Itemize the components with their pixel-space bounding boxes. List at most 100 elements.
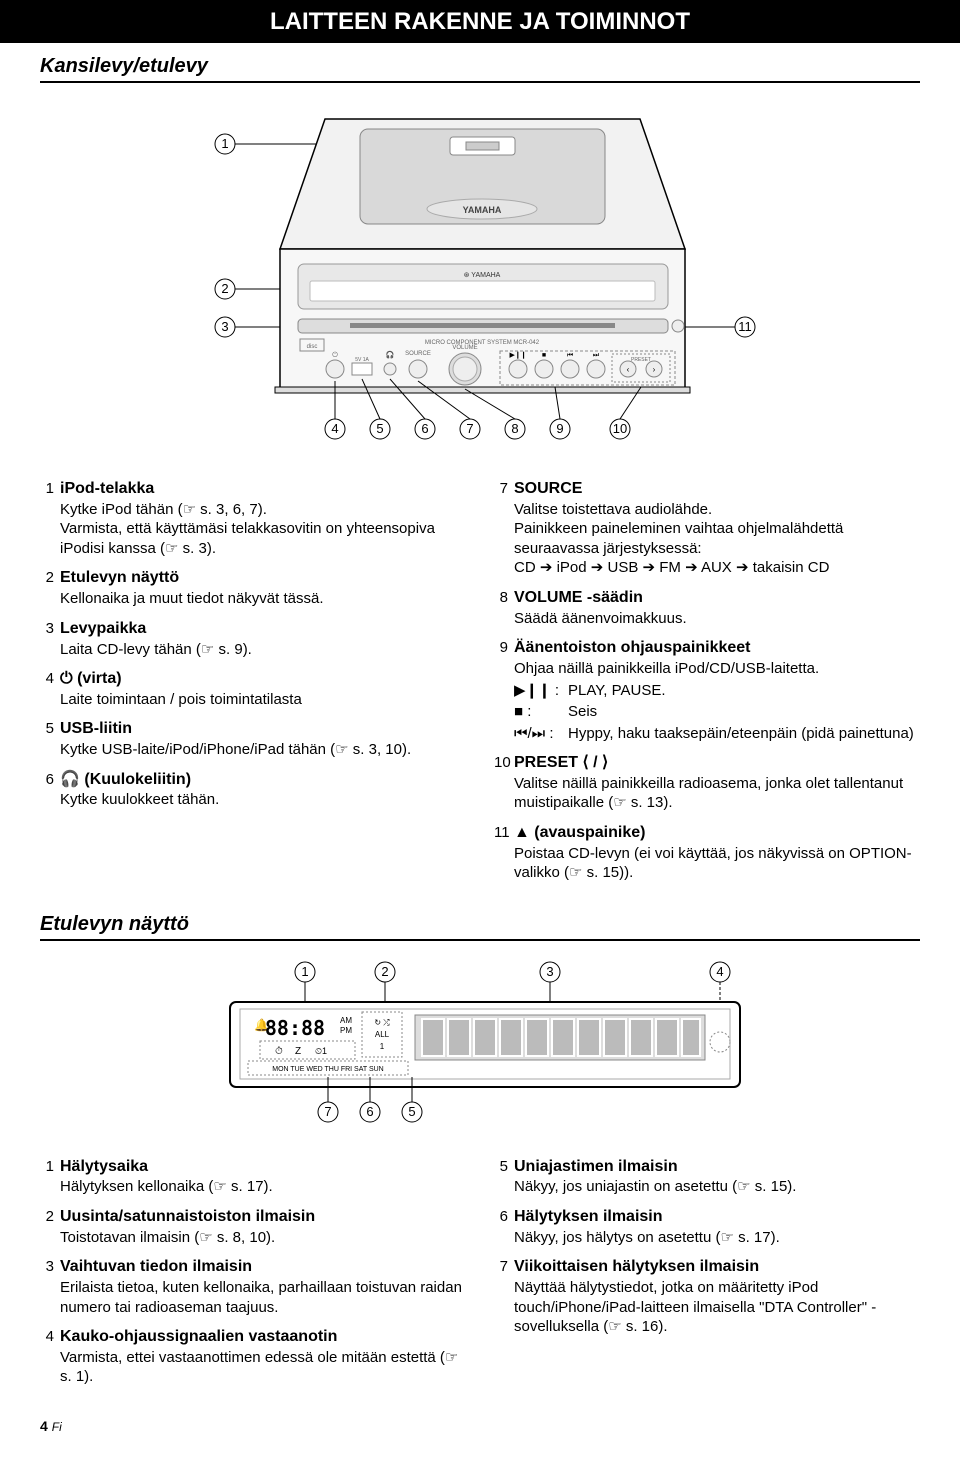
symbol-label: ▶❙❙ : <box>514 681 562 701</box>
preset-label: PRESET <box>631 357 651 363</box>
svg-text:Z: Z <box>295 1046 301 1057</box>
svg-text:⏭: ⏭ <box>593 352 600 359</box>
clock-digits: 88:88 <box>265 1016 325 1040</box>
list-item: 8VOLUME -säädinSäädä äänenvoimakkuus. <box>494 588 920 628</box>
disp-callout-7: 7 <box>324 1104 331 1119</box>
days-text: MON TUE WED THU FRI SAT SUN <box>272 1066 384 1073</box>
callout-1: 1 <box>221 136 228 151</box>
item-number: 9 <box>494 638 508 658</box>
svg-text:⏮: ⏮ <box>567 352 573 359</box>
item-body: Näkyy, jos hälytys on asetettu (☞ s. 17)… <box>514 1228 920 1248</box>
item-body: Erilaista tietoa, kuten kellonaika, parh… <box>60 1278 466 1317</box>
item-title: ▲ (avauspainike) <box>514 823 645 844</box>
list-item: 3LevypaikkaLaita CD-levy tähän (☞ s. 9). <box>40 619 466 659</box>
svg-text:⏲1: ⏲1 <box>315 1046 327 1056</box>
item-title: Hälytyksen ilmaisin <box>514 1207 663 1228</box>
svg-text:1: 1 <box>380 1042 385 1051</box>
item-number: 3 <box>40 1257 54 1277</box>
list-item: 2Uusinta/satunnaistoiston ilmaisinToisto… <box>40 1207 466 1247</box>
list-item: 2 Etulevyn näyttöKellonaika ja muut tiedo… <box>40 568 466 608</box>
callout-3: 3 <box>221 319 228 334</box>
item-number: 7 <box>494 1257 508 1277</box>
item-body: Kellonaika ja muut tiedot näkyvät tässä. <box>60 589 466 609</box>
item-title: Etulevyn näyttö <box>60 568 179 589</box>
item-number: 4 <box>40 1327 54 1347</box>
item-number: 3 <box>40 619 54 639</box>
item-title: Levypaikka <box>60 619 146 640</box>
callout-8: 8 <box>511 421 518 436</box>
top-panel-item-list: 1 iPod-telakkaKytke iPod tähän (☞ s. 3, 6… <box>40 479 920 892</box>
item-number: 5 <box>494 1157 508 1177</box>
item-title: Uusinta/satunnaistoiston ilmaisin <box>60 1207 315 1228</box>
page-footer: 4 Fi <box>40 1417 920 1436</box>
svg-text:‹: ‹ <box>627 365 630 374</box>
item-title: Viikoittaisen hälytyksen ilmaisin <box>514 1257 759 1278</box>
item-number: 1 <box>40 1157 54 1177</box>
volume-label: VOLUME <box>452 345 477 351</box>
item-title: VOLUME -säädin <box>514 588 643 609</box>
disp-callout-3: 3 <box>546 964 553 979</box>
item-number: 6 <box>494 1207 508 1227</box>
section-display-heading: Etulevyn näyttö <box>40 911 920 941</box>
item-number: 5 <box>40 719 54 739</box>
page-body: Kansilevy/etulevy 1 2 3 11 <box>0 53 960 1455</box>
item-title: PRESET ⟨ / ⟩ <box>514 753 608 774</box>
svg-text:▶❙❙: ▶❙❙ <box>509 351 526 359</box>
list-item: 6 Hälytyksen ilmaisinNäkyy, jos hälytys o… <box>494 1207 920 1247</box>
symbol-desc: Hyppy, haku taaksepäin/eteenpäin (pidä p… <box>568 724 914 744</box>
svg-text:›: › <box>653 365 656 374</box>
svg-text:🎧: 🎧 <box>386 350 395 359</box>
callout-11: 11 <box>738 319 752 334</box>
symbol-desc: Seis <box>568 702 597 722</box>
svg-text:⏻: ⏻ <box>332 351 338 359</box>
list-item: 5USB-liitinKytke USB-laite/iPod/iPhone/i… <box>40 719 466 759</box>
all-text: ALL <box>375 1030 390 1039</box>
callout-5: 5 <box>376 421 383 436</box>
callout-10: 10 <box>613 421 627 436</box>
item-title: ⏻ (virta) <box>60 669 122 690</box>
item-body: Näkyy, jos uniajastin on asetettu (☞ s. … <box>514 1177 920 1197</box>
page-number: 4 <box>40 1417 48 1435</box>
callout-9: 9 <box>556 421 563 436</box>
item-number: 8 <box>494 588 508 608</box>
page-lang: Fi <box>52 1420 62 1436</box>
item-number: 1 <box>40 479 54 499</box>
item-body: Varmista, ettei vastaanottimen edessä ol… <box>60 1348 466 1387</box>
svg-text:PM: PM <box>340 1026 352 1035</box>
item-title: iPod-telakka <box>60 479 154 500</box>
list-item: 1HälytysaikaHälytyksen kellonaika (☞ s. … <box>40 1157 466 1197</box>
callout-7: 7 <box>466 421 473 436</box>
item-number: 6 <box>40 770 54 790</box>
item-number: 2 <box>40 568 54 588</box>
ampm-text: AM <box>340 1016 352 1025</box>
item-title: SOURCE <box>514 479 582 500</box>
disp-callout-5: 5 <box>408 1104 415 1119</box>
list-item: 7SOURCEValitse toistettava audiolähde.Pa… <box>494 479 920 578</box>
svg-text:5V 1A: 5V 1A <box>355 357 369 363</box>
svg-text:disc: disc <box>307 344 318 350</box>
item-title: Äänentoiston ohjauspainikkeet <box>514 638 750 659</box>
list-item: 3 Vaihtuvan tiedon ilmaisinErilaista tiet… <box>40 1257 466 1317</box>
item-title: Uniajastimen ilmaisin <box>514 1157 678 1178</box>
item-body: Poistaa CD-levyn (ei voi käyttää, jos nä… <box>514 844 920 883</box>
item-title: Hälytysaika <box>60 1157 148 1178</box>
list-item: 11▲ (avauspainike)Poistaa CD-levyn (ei v… <box>494 823 920 883</box>
callout-2: 2 <box>221 281 228 296</box>
symbol-label: ■ : <box>514 702 562 722</box>
item-body: Toistotavan ilmaisin (☞ s. 8, 10). <box>60 1228 466 1248</box>
item-body: Kytke kuulokkeet tähän. <box>60 790 466 810</box>
item-body: Kytke iPod tähän (☞ s. 3, 6, 7).Varmista… <box>60 500 466 559</box>
brand-top: YAMAHA <box>463 205 502 215</box>
item-title: 🎧 (Kuulokeliitin) <box>60 770 191 791</box>
item-number: 10 <box>494 753 508 773</box>
disp-callout-2: 2 <box>381 964 388 979</box>
item-title: Kauko-ohjaussignaalien vastaanotin <box>60 1327 337 1348</box>
item-number: 7 <box>494 479 508 499</box>
item-body: Laite toimintaan / pois toimintatilasta <box>60 690 466 710</box>
symbol-desc: PLAY, PAUSE. <box>568 681 666 701</box>
item-body: Ohjaa näillä painikkeilla iPod/CD/USB-la… <box>514 659 920 679</box>
item-number: 4 <box>40 669 54 689</box>
item-title: Vaihtuvan tiedon ilmaisin <box>60 1257 252 1278</box>
callout-4: 4 <box>331 421 338 436</box>
brand-front: ⊛ YAMAHA <box>464 272 501 279</box>
